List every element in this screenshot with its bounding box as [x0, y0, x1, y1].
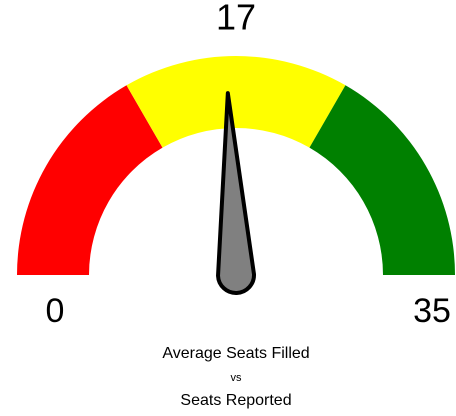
min-label: 0: [46, 292, 65, 330]
chart-title: vs: [231, 372, 243, 384]
max-label: 35: [413, 292, 451, 330]
needle: [216, 91, 256, 295]
chart-title: Seats Reported: [180, 392, 291, 409]
gauge-band: [17, 85, 163, 276]
gauge-band: [309, 85, 455, 276]
chart-title: Average Seats Filled: [162, 345, 309, 362]
gauge-band: [126, 56, 346, 148]
value-label: 17: [216, 0, 256, 38]
